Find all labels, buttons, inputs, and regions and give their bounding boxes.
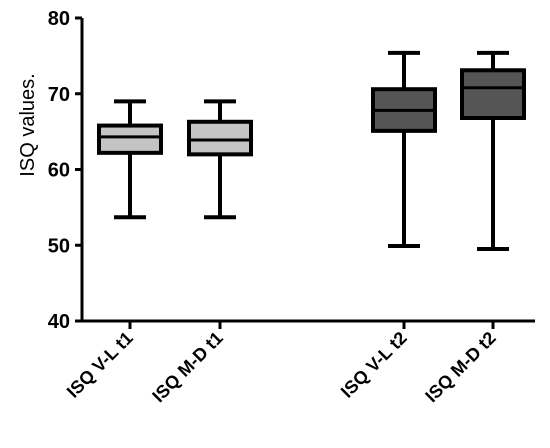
y-tick-label-40: 40 [48, 311, 70, 333]
y-tick-label-50: 50 [48, 235, 70, 257]
iqr-box [97, 123, 163, 155]
x-tick-label-4: ISQ M-D t2 [421, 328, 499, 406]
box-4 [460, 50, 526, 252]
box-3 [371, 50, 437, 249]
box-1 [97, 99, 163, 220]
iqr-box [460, 68, 526, 120]
y-axis-title: ISQ values. [17, 73, 39, 176]
box-2 [187, 99, 253, 220]
x-tick-label-2: ISQ M-D t1 [148, 328, 226, 406]
y-tick-label-70: 70 [48, 84, 70, 106]
x-axis: ISQ V-L t1 ISQ M-D t1 ISQ V-L t2 ISQ M-D t2 [63, 319, 535, 406]
x-tick-label-3: ISQ V-L t2 [337, 328, 411, 402]
y-tick-label-80: 80 [48, 8, 70, 30]
boxes [97, 50, 526, 252]
y-tick-label-60: 60 [48, 160, 70, 182]
iqr-box [187, 119, 253, 157]
y-axis: 40 50 60 70 80 [48, 8, 84, 333]
x-tick-label-1: ISQ V-L t1 [63, 328, 137, 402]
